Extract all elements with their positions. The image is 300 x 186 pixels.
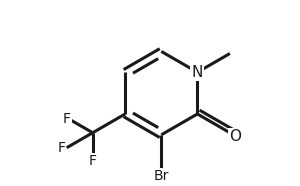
Text: Br: Br [154,169,169,183]
Text: O: O [229,129,241,144]
Text: F: F [89,154,97,168]
Text: N: N [192,65,203,80]
Text: F: F [63,112,71,126]
Text: F: F [57,141,65,155]
